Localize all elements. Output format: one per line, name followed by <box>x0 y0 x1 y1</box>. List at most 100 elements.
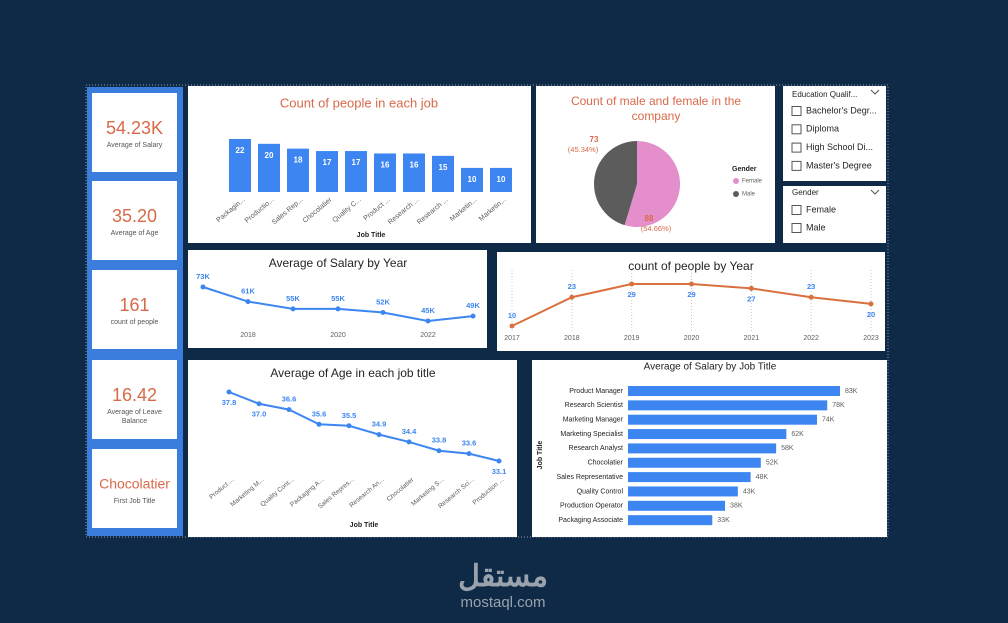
data-label: 55K <box>286 294 300 303</box>
point <box>346 423 352 429</box>
legend-label: Male <box>742 192 756 198</box>
slicer-option: Bachelor's Degr... <box>806 105 877 115</box>
point <box>509 323 515 329</box>
point <box>380 310 386 315</box>
chart-title: Count of people in each job <box>280 95 438 110</box>
kpi-value: Chocolatier <box>99 476 170 492</box>
slicer-checkbox[interactable] <box>791 142 802 153</box>
data-label: 10 <box>468 175 477 184</box>
bar <box>345 151 367 192</box>
bar <box>628 486 738 497</box>
kpi-card <box>92 93 177 172</box>
chart-title: count of people by Year <box>628 259 753 273</box>
data-label: 88 <box>645 214 654 223</box>
x-tick-label: 2019 <box>624 335 640 342</box>
point <box>200 284 206 290</box>
x-tick-label: 2022 <box>420 332 436 339</box>
data-label: 33.1 <box>492 467 507 476</box>
data-label: 23 <box>568 282 576 291</box>
slicer-checkbox[interactable] <box>791 124 802 135</box>
bar <box>628 443 777 454</box>
bar <box>461 167 483 192</box>
data-label: 20 <box>867 310 875 319</box>
chart-title: Average of Salary by Job Title <box>644 362 777 373</box>
slicer-checkbox[interactable] <box>791 205 802 215</box>
x-tick-label: 2018 <box>564 335 580 342</box>
y-tick-label: Research Analyst <box>569 445 624 452</box>
kpi-label-box: Average of Salary <box>106 142 163 149</box>
data-label: 36.6 <box>282 395 297 404</box>
kpi-value: 161 <box>119 295 149 315</box>
y-tick-label: Production Operator <box>560 503 624 510</box>
line <box>228 391 500 462</box>
x-tick-label: 2020 <box>330 332 346 339</box>
kpi-label-box: First Job Title <box>113 498 156 505</box>
pie-slice <box>624 141 681 227</box>
bar <box>287 148 309 192</box>
data-label: 16 <box>381 161 390 170</box>
data-label: 55K <box>331 294 345 303</box>
data-label: 16 <box>410 161 419 170</box>
bar <box>628 457 761 468</box>
point <box>748 285 754 291</box>
data-label: 38K <box>730 503 743 510</box>
x-axis-label: Job Title <box>350 522 379 529</box>
bar <box>628 429 787 440</box>
chevron[interactable] <box>870 189 880 195</box>
data-label: 33.6 <box>462 439 477 448</box>
kpi-label: First Job Title <box>113 498 156 505</box>
kpi-label: Average of Salary <box>106 142 163 149</box>
bar <box>628 500 726 511</box>
y-tick-label: Marketing Manager <box>563 417 624 424</box>
chart-title: Average of Age in each job title <box>270 366 436 380</box>
slicer-option: Female <box>806 204 836 214</box>
chevron[interactable] <box>870 89 880 95</box>
slicer-checkbox[interactable] <box>791 160 802 171</box>
bar <box>229 139 251 192</box>
data-label: 20 <box>265 151 274 160</box>
slicer-option: Diploma <box>806 124 839 134</box>
data-label: 61K <box>241 287 255 296</box>
kpi-card <box>92 360 177 439</box>
point <box>466 451 472 457</box>
bar <box>628 472 751 483</box>
data-label: 35.5 <box>342 411 357 420</box>
point <box>406 439 412 445</box>
data-label: 17 <box>323 158 332 167</box>
bar <box>316 151 338 192</box>
slicer-checkbox[interactable] <box>791 223 802 233</box>
point <box>868 301 874 307</box>
kpi-label: count of people <box>110 319 159 326</box>
point <box>808 294 814 300</box>
data-label: 78K <box>832 402 845 409</box>
data-label: 58K <box>781 445 794 452</box>
watermark-brand: مستقل <box>458 560 548 593</box>
pie-slice <box>594 141 637 226</box>
point <box>425 318 431 324</box>
data-label: 83K <box>845 388 858 395</box>
data-label: 52K <box>376 297 390 306</box>
data-label: 34.4 <box>402 427 417 436</box>
slicer-checkbox[interactable] <box>791 106 802 116</box>
y-tick-label: Marketing Specialist <box>560 431 623 438</box>
x-axis-label: Job Title <box>357 232 386 239</box>
chart-title-box: Count of male and female in the company <box>571 94 741 123</box>
data-label: 45K <box>421 306 435 315</box>
x-tick-label: 2021 <box>744 335 760 342</box>
watermark-url: mostaql.com <box>460 594 545 611</box>
bar <box>258 143 280 192</box>
data-label: 62K <box>791 431 804 438</box>
chart-title: Average of Salary by Year <box>269 256 408 270</box>
data-label: 27 <box>747 294 755 303</box>
slicer-title: Education Qualif... <box>792 90 857 99</box>
y-tick-label: Sales Representative <box>556 474 623 481</box>
legend-title: Gender <box>732 166 757 173</box>
bar <box>432 155 454 192</box>
data-label: 10 <box>508 311 516 320</box>
kpi-value: 35.20 <box>112 206 157 226</box>
data-label: 73 <box>590 135 599 144</box>
kpi-card <box>92 181 177 260</box>
bar <box>403 153 425 192</box>
